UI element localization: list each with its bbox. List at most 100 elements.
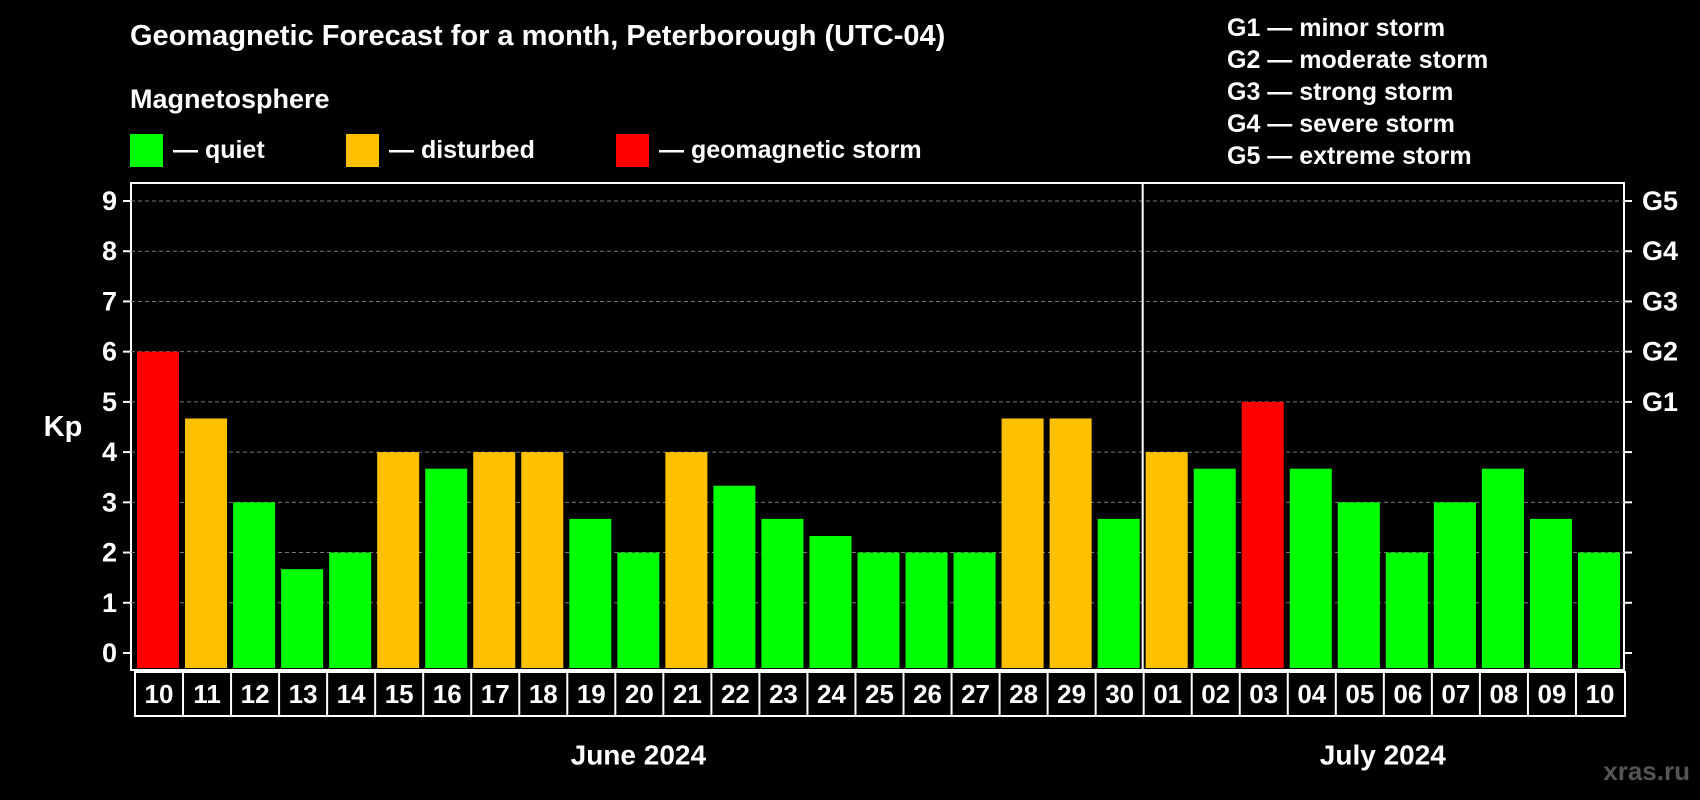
date-strip [134,671,1626,717]
x-tick-label: 05 [1345,679,1374,709]
x-tick-label: 17 [481,679,510,709]
x-tick-label: 10 [145,679,174,709]
kp-bar [953,552,996,668]
x-tick-label: 28 [1009,679,1038,709]
kp-bar [1289,468,1332,668]
kp-bar [377,452,420,668]
legend-storm: — geomagnetic storm [616,133,922,167]
y-tick-label: 4 [102,437,117,467]
legend-storm-swatch [616,133,649,167]
g-axis-label: G3 [1642,286,1678,316]
x-tick-label: 18 [529,679,558,709]
kp-bar [425,468,468,668]
g-scale-legend: G1 — minor storm G2 — moderate storm G3 … [1227,12,1488,172]
kp-bar [137,351,180,668]
x-tick-label: 21 [673,679,702,709]
legend-disturbed-label: — disturbed [389,135,535,164]
kp-bar [713,485,756,668]
x-tick-label: 03 [1249,679,1278,709]
kp-bar [329,552,372,668]
x-tick-label: 10 [1586,679,1615,709]
x-tick-label: 02 [1201,679,1230,709]
legend-storm-label: — geomagnetic storm [659,135,922,164]
kp-bar [1433,502,1476,668]
kp-bar [1529,518,1572,668]
x-tick-label: 19 [577,679,606,709]
x-tick-label: 16 [433,679,462,709]
x-tick-label: 30 [1105,679,1134,709]
legend-subtitle: Magnetosphere [130,84,330,114]
chart-title: Geomagnetic Forecast for a month, Peterb… [130,20,946,52]
x-tick-label: 24 [817,679,846,709]
g-axis-label: G4 [1642,236,1678,266]
kp-bar [1049,418,1092,668]
y-tick-label: 7 [102,286,117,316]
g-axis-label: G2 [1642,337,1678,367]
watermark: xras.ru [1603,756,1690,786]
kp-bar [1145,452,1188,668]
x-tick-label: 06 [1393,679,1422,709]
g-legend-g2: G2 — moderate storm [1227,46,1489,74]
kp-bar [1001,418,1044,668]
g-axis-label: G5 [1642,186,1678,216]
kp-bar [185,418,228,668]
kp-bar [1481,468,1524,668]
kp-bar [761,518,804,668]
month-label: July 2024 [1320,740,1447,771]
x-tick-label: 09 [1537,679,1566,709]
x-tick-label: 07 [1441,679,1470,709]
kp-bar [1385,552,1428,668]
legend-disturbed: — disturbed [346,133,535,167]
y-tick-label: 6 [102,337,117,367]
x-tick-label: 27 [961,679,990,709]
x-tick-label: 26 [913,679,942,709]
kp-bar [1337,502,1380,668]
x-tick-label: 11 [193,679,221,709]
x-tick-label: 20 [625,679,654,709]
g-legend-g3: G3 — strong storm [1227,78,1454,106]
kp-bar [569,518,612,668]
y-tick-label: 0 [102,638,117,668]
legend-quiet-label: — quiet [173,135,265,164]
legend-quiet-swatch [130,133,163,167]
kp-bar [809,535,852,668]
kp-bar [1241,401,1284,668]
x-tick-label: 14 [337,679,366,709]
kp-bar [233,502,276,668]
x-tick-label: 29 [1057,679,1086,709]
kp-bar [473,452,516,668]
g-legend-g1: G1 — minor storm [1227,14,1446,42]
kp-bar [617,552,660,668]
kp-bar [521,452,564,668]
x-tick-label: 12 [241,679,270,709]
y-tick-label: 3 [102,487,117,517]
kp-bar [665,452,708,668]
y-tick-label: 2 [102,538,117,568]
month-label: June 2024 [571,740,707,771]
x-tick-label: 15 [385,679,414,709]
x-tick-label: 23 [769,679,798,709]
legend-quiet: — quiet [130,133,265,167]
x-tick-label: 04 [1297,679,1326,709]
legend-disturbed-swatch [346,133,379,167]
plot-frame [130,182,1625,671]
y-tick-label: 5 [102,387,117,417]
y-tick-label: 9 [102,186,117,216]
y-tick-label: 1 [102,588,117,618]
kp-bar [905,552,948,668]
y-axis-label: Kp [44,411,83,443]
x-tick-label: 13 [289,679,318,709]
kp-bar [857,552,900,668]
kp-bar [1097,518,1140,668]
g-legend-g5: G5 — extreme storm [1227,142,1472,170]
kp-bar [1577,552,1620,668]
y-tick-label: 8 [102,236,117,266]
kp-bar [281,569,324,668]
x-tick-label: 25 [865,679,894,709]
g-axis-label: G1 [1642,387,1678,417]
kp-bar [1193,468,1236,668]
x-tick-label: 22 [721,679,750,709]
x-tick-label: 08 [1489,679,1518,709]
g-legend-g4: G4 — severe storm [1227,110,1455,138]
